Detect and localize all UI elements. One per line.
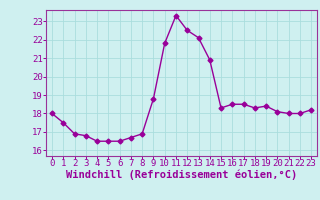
X-axis label: Windchill (Refroidissement éolien,°C): Windchill (Refroidissement éolien,°C) [66,170,297,180]
